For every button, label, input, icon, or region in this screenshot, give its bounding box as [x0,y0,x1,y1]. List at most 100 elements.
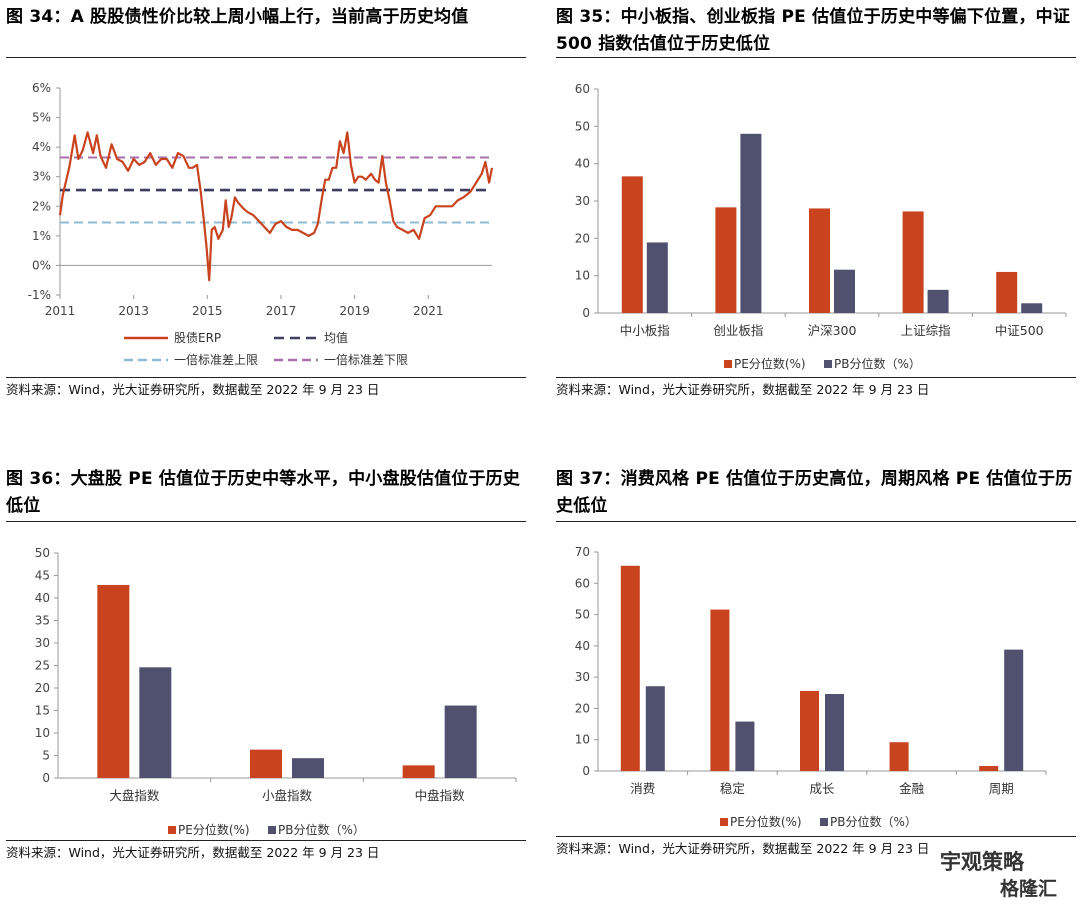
bar-pe [889,742,909,771]
legend-label: PB分位数（%） [830,814,917,829]
legend-swatch [268,826,276,834]
y-tick-label: 20 [575,701,590,715]
y-tick-label: 10 [575,733,590,747]
source-rule [6,377,526,378]
bar-pb [646,242,668,313]
legend-label: PE分位数(%) [178,822,250,837]
legend-swatch [724,360,732,368]
legend-label: PB分位数（%） [278,822,365,837]
erp-line-chart: -1% 0% 1% 2% 3% 4% 5% 6% 2011 2013 2015 2017 2019 202… [28,81,494,367]
x-tick-label: 2015 [192,304,223,318]
y-tick-label: 1% [32,229,51,243]
bar-pe [620,565,640,771]
category-label: 创业板指 [713,323,763,338]
source-note: 资料来源：Wind，光大证券研究所，数据截至 2022 年 9 月 23 日 [556,841,930,856]
category-label: 上证综指 [901,323,951,338]
x-tick-label: 2021 [413,304,444,318]
figure-title: 图 34：A 股股债性价比较上周小幅上行，当前高于历史均值 [6,7,469,27]
y-tick-label: 50 [35,546,50,560]
x-tick-label: 2019 [339,304,370,318]
category-label: 中证500 [995,323,1044,338]
y-tick-label: 20 [575,231,590,245]
category-label: 大盘指数 [109,788,160,803]
y-tick-label: 2% [32,199,51,213]
legend-swatch [820,818,828,826]
bar-pb [740,133,762,313]
bar-pe [800,690,819,771]
bar-pe [710,609,730,771]
y-tick-label: 0 [42,771,50,785]
legend-label: PE分位数(%) [734,356,806,371]
y-tick-label: 10 [35,726,50,740]
y-tick-label: 15 [35,704,50,718]
title-rule [556,521,1076,522]
legend-label: 股债ERP [174,331,221,345]
bar-pb [292,758,324,778]
bar-pb [139,667,172,778]
bar-pe [621,176,643,313]
category-label: 中盘指数 [415,788,466,803]
title-rule [6,57,526,58]
legend-label: PB分位数（%） [834,356,921,371]
category-label: 周期 [989,781,1014,796]
panel-fig35: 图 35：中小板指、创业板指 PE 估值位于历史中等偏下位置，中证 500 指数… [556,0,1076,400]
bar-pe [250,749,282,778]
legend-label: PE分位数(%) [730,814,802,829]
category-label: 小盘指数 [262,788,313,803]
title-rule [556,57,1076,58]
bar-pe [902,211,924,313]
bar-pb [645,686,665,771]
bar-pe [97,584,130,778]
y-tick-label: 3% [32,170,51,184]
bar-pb [1021,303,1043,313]
bar-pe [715,207,737,313]
x-tick-label: 2011 [45,304,76,318]
source-note: 资料来源：Wind，光大证券研究所，数据截至 2022 年 9 月 23 日 [556,382,930,397]
figure-title: 图 37：消费风格 PE 估值位于历史高位，周期风格 PE 估值位于历史低位 [556,469,1073,516]
legend-label: 均值 [324,330,348,345]
category-label: 成长 [809,781,835,796]
y-tick-label: 40 [35,591,50,605]
y-tick-label: 30 [575,670,590,684]
y-tick-label: -1% [28,288,51,302]
bar-pe [996,271,1018,313]
erp-series-line [58,131,494,282]
bar-pe [402,765,435,778]
y-tick-label: 60 [575,576,590,590]
source-note: 资料来源：Wind，光大证券研究所，数据截至 2022 年 9 月 23 日 [6,382,380,397]
y-tick-label: 0% [32,258,51,272]
y-tick-label: 35 [35,614,50,628]
bar-pe [809,208,830,313]
source-rule [6,840,526,841]
legend-label: 一倍标准差下限 [324,352,408,367]
legend-label: 一倍标准差上限 [174,352,258,367]
y-tick-label: 4% [32,140,51,154]
legend-swatch [168,826,176,834]
category-label: 稳定 [720,781,745,796]
y-tick-label: 10 [575,269,590,283]
y-tick-label: 40 [575,157,590,171]
y-tick-label: 5 [42,749,50,763]
y-tick-label: 40 [575,639,590,653]
figure-title: 图 36：大盘股 PE 估值位于历史中等水平，中小盘股估值位于历史低位 [6,469,521,516]
watermark-line1: 宇观策略 [940,850,1024,874]
bar-pb [1004,649,1024,771]
figure-title: 图 35：中小板指、创业板指 PE 估值位于历史中等偏下位置，中证 500 指数… [556,7,1071,54]
source-rule [556,836,1076,837]
source-note: 资料来源：Wind，光大证券研究所，数据截至 2022 年 9 月 23 日 [6,845,380,860]
category-label: 消费 [630,781,655,796]
legend-swatch [720,818,728,826]
bar-pb [444,705,477,778]
y-tick-label: 60 [575,82,590,96]
category-label: 金融 [899,781,925,796]
y-tick-label: 6% [32,81,51,95]
y-tick-label: 30 [575,194,590,208]
source-rule [556,377,1076,378]
title-rule [6,521,526,522]
y-tick-label: 50 [575,608,590,622]
panel-fig37: 图 37：消费风格 PE 估值位于历史高位，周期风格 PE 估值位于历史低位 0… [556,466,1076,866]
style-valuation-bar-chart: 0 10 20 30 40 50 60 70 消费 稳定 成长 金融 周期 PE分位数(%) PB分位数（%… [575,545,1047,829]
x-tick-label: 2017 [266,304,297,318]
legend-swatch [824,360,832,368]
watermark-line2: 格隆汇 [1000,878,1058,900]
